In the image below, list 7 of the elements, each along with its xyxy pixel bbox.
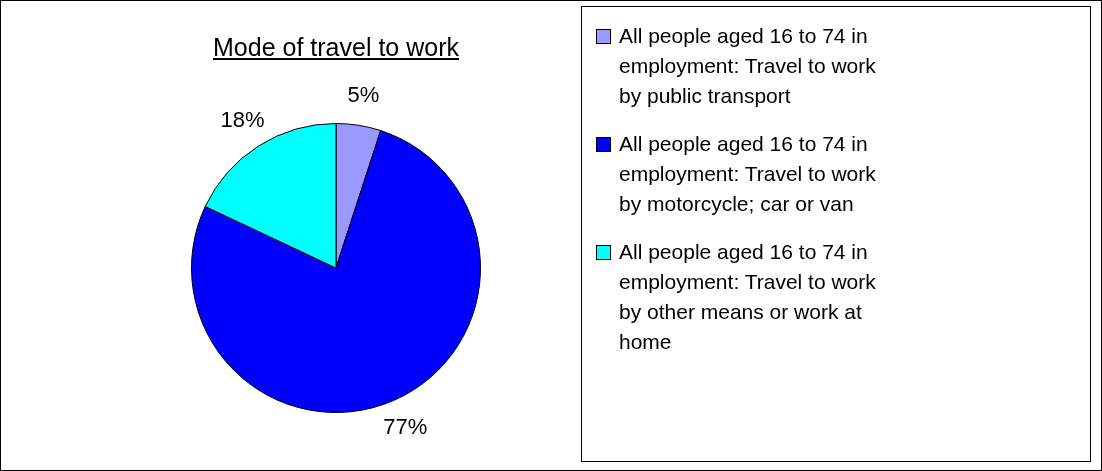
legend-label: All people aged 16 to 74 in employment: Travel to work by other means or work at home: [619, 239, 877, 355]
data-label: 77%: [383, 414, 428, 440]
chart-title: Mode of travel to work: [213, 33, 459, 61]
data-label: 18%: [220, 106, 265, 132]
legend-label: All people aged 16 to 74 in employment: Travel to work by motorcycle; car or van: [619, 131, 877, 217]
legend-label: All people aged 16 to 74 in employment: Travel to work by public transport: [619, 23, 877, 109]
data-label: 5%: [347, 81, 380, 107]
